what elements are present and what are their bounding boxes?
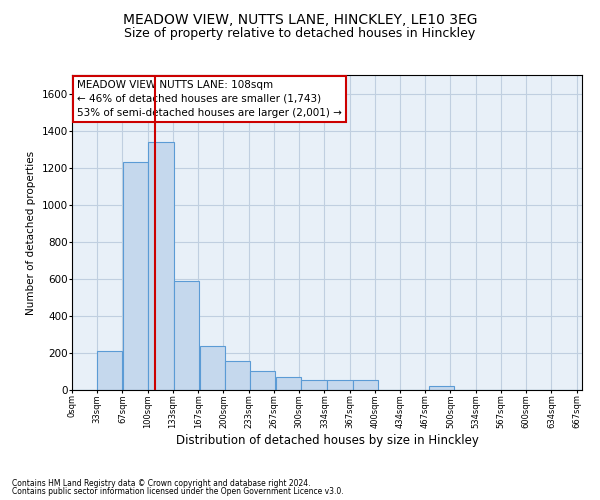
Bar [173, 280, 199, 390]
Bar [301, 380, 326, 390]
Bar [250, 372, 275, 390]
Bar [148, 142, 173, 390]
Bar [429, 386, 454, 390]
Y-axis label: Number of detached properties: Number of detached properties [26, 150, 36, 314]
Bar [123, 162, 148, 390]
Bar [225, 362, 250, 390]
Text: Contains public sector information licensed under the Open Government Licence v3: Contains public sector information licen… [12, 487, 344, 496]
Text: MEADOW VIEW NUTTS LANE: 108sqm
← 46% of detached houses are smaller (1,743)
53% : MEADOW VIEW NUTTS LANE: 108sqm ← 46% of … [77, 80, 342, 118]
Text: MEADOW VIEW, NUTTS LANE, HINCKLEY, LE10 3EG: MEADOW VIEW, NUTTS LANE, HINCKLEY, LE10 … [123, 12, 477, 26]
Bar [276, 377, 301, 390]
Bar [97, 351, 122, 390]
Text: Size of property relative to detached houses in Hinckley: Size of property relative to detached ho… [124, 28, 476, 40]
Text: Contains HM Land Registry data © Crown copyright and database right 2024.: Contains HM Land Registry data © Crown c… [12, 478, 311, 488]
X-axis label: Distribution of detached houses by size in Hinckley: Distribution of detached houses by size … [176, 434, 478, 446]
Bar [200, 346, 225, 390]
Bar [353, 380, 378, 390]
Bar [328, 380, 353, 390]
